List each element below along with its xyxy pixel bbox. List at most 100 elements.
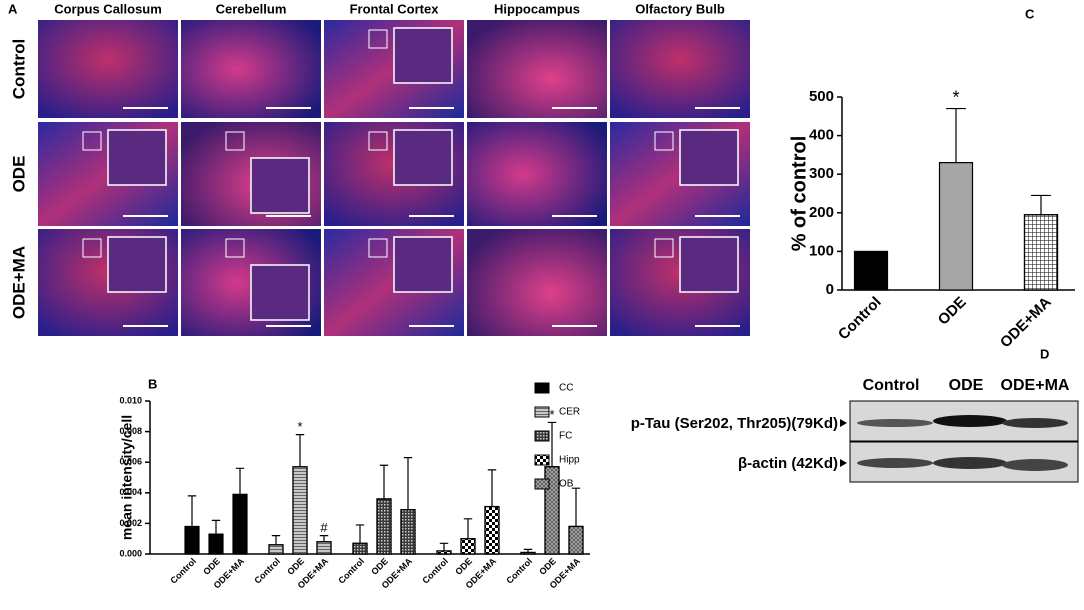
arrowheads	[840, 419, 847, 467]
error-bar	[571, 487, 581, 527]
row-label: ODE	[9, 156, 28, 193]
legend-pattern	[534, 430, 550, 442]
error-bar	[439, 542, 449, 551]
micrograph	[467, 122, 607, 226]
annotation: *	[549, 407, 554, 422]
panel-label: B	[148, 376, 157, 391]
panel-label: C	[1025, 6, 1035, 21]
inset	[107, 236, 167, 293]
band	[933, 415, 1007, 427]
error-bar	[187, 495, 197, 527]
inset	[107, 129, 167, 186]
column-header: Olfactory Bulb	[635, 1, 725, 16]
inset-box	[368, 29, 388, 49]
column-header: Hippocampus	[494, 1, 580, 16]
annotation: *	[952, 87, 959, 107]
x-tick-label: Control	[504, 556, 534, 586]
error-bar	[487, 469, 497, 507]
lane-label: ODE+MA	[1001, 377, 1070, 394]
error-bar	[523, 548, 533, 553]
legend-label: Hipp	[559, 455, 580, 466]
inset	[250, 264, 310, 321]
bar-pattern	[316, 541, 332, 555]
bar-pattern	[484, 505, 500, 555]
legend-label: CER	[559, 407, 580, 418]
bar	[232, 493, 248, 555]
bar-pattern	[436, 550, 452, 555]
bar-pattern	[460, 538, 476, 555]
micrograph	[38, 20, 178, 118]
error-bar	[211, 519, 221, 535]
x-tick-label: ODE	[453, 556, 474, 577]
y-axis-label: % of control	[788, 136, 810, 252]
legend-label: OB	[559, 479, 574, 490]
band	[933, 457, 1007, 469]
error-bar	[271, 535, 281, 545]
inset	[250, 157, 310, 214]
bar-pattern	[352, 542, 368, 555]
bar	[184, 525, 200, 555]
micrograph	[467, 229, 607, 336]
x-tick-label: Control	[168, 556, 198, 586]
y-tick-label: 0	[826, 281, 834, 298]
band	[1002, 459, 1068, 471]
inset-box	[225, 131, 245, 151]
inset-box	[82, 238, 102, 258]
y-tick-label: 500	[809, 88, 834, 105]
bar-pattern	[1023, 214, 1059, 291]
legend-pattern	[534, 406, 550, 418]
y-tick-label: 300	[809, 165, 834, 182]
lane-label: ODE	[949, 377, 984, 394]
bar	[853, 250, 889, 291]
bar-pattern	[400, 509, 416, 555]
error-bar	[355, 524, 365, 544]
x-tick-label: Control	[420, 556, 450, 586]
bar-pattern	[568, 525, 584, 555]
panel-label: A	[8, 1, 18, 16]
bar	[208, 533, 224, 555]
x-tick-label: ODE+MA	[997, 293, 1055, 351]
legend-pattern	[534, 478, 550, 490]
y-tick-label: 0.010	[119, 395, 142, 405]
x-tick-label: Control	[252, 556, 282, 586]
legend-pattern	[534, 454, 550, 466]
error-bar	[547, 421, 557, 467]
error-bar	[1031, 194, 1051, 215]
column-header: Cerebellum	[216, 1, 287, 16]
error-bar	[319, 535, 329, 542]
row-label: Control	[9, 39, 28, 99]
micrograph	[467, 20, 607, 118]
y-tick-label: 100	[809, 242, 834, 259]
x-tick-label: ODE	[201, 556, 222, 577]
legend-swatch	[534, 382, 550, 394]
inset-box	[82, 131, 102, 151]
micrograph	[610, 20, 750, 118]
x-tick-label: ODE	[537, 556, 558, 577]
micrograph	[181, 20, 321, 118]
inset	[393, 236, 453, 293]
inset-box	[368, 131, 388, 151]
inset-box	[368, 238, 388, 258]
error-bar	[235, 467, 245, 495]
x-tick-label: ODE	[369, 556, 390, 577]
error-bar	[295, 434, 305, 467]
y-tick-label: 0.006	[119, 457, 142, 467]
row-label: ODE+MA	[9, 246, 28, 319]
legend-label: CC	[559, 383, 573, 394]
panel-label: D	[1040, 346, 1049, 361]
band	[857, 419, 933, 427]
y-axis-label: mean intensity/cell	[119, 415, 135, 540]
bar-pattern	[520, 551, 536, 555]
bar	[938, 162, 974, 291]
x-tick-label: Control	[835, 294, 885, 344]
band	[857, 458, 933, 468]
y-tick-label: 0.008	[119, 426, 142, 436]
error-bar	[379, 464, 389, 499]
inset	[679, 129, 739, 186]
band-label: β-actin (42Kd)	[738, 455, 838, 472]
bar-pattern	[268, 544, 284, 555]
bar-pattern	[292, 466, 308, 555]
inset	[393, 27, 453, 84]
error-bar	[463, 518, 473, 539]
